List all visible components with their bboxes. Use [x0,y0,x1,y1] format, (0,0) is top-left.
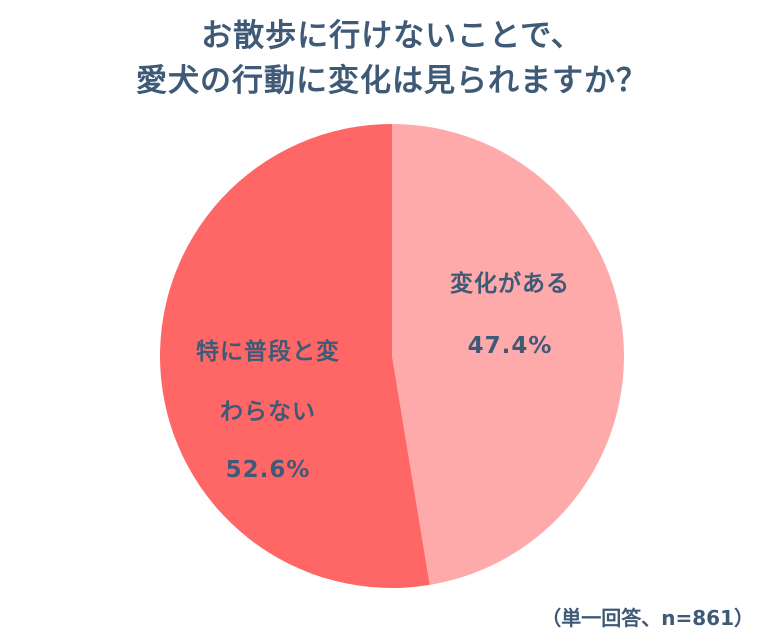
slice-label-text-line2: わらない [220,399,316,425]
slice-value-label: 47.4% [467,333,553,359]
chart-title-line1: お散歩に行けないことで、 [201,18,583,54]
slice-value-label: 52.6% [225,457,311,483]
chart-title: お散歩に行けないことで、 愛犬の行動に変化は見られますか？ [0,14,784,104]
chart-title-line2: 愛犬の行動に変化は見られますか？ [136,63,648,99]
slice-label-text: 変化がある [450,271,570,297]
pie-slice-henka-ga-aru [392,124,625,585]
slice-label-kawaranai: 特に普段と変 わらない 52.6% [168,330,368,492]
slice-label-henka-ga-aru: 変化がある 47.4% [425,262,595,368]
pie-slice-kawaranai [160,124,430,588]
slice-label-text-line1: 特に普段と変 [196,339,340,365]
sample-note: （単一回答、n=861） [541,606,754,630]
